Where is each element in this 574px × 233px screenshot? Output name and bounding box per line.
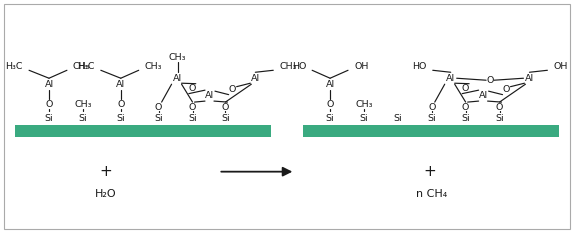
- Text: CH₃: CH₃: [355, 99, 373, 109]
- Text: H₂O: H₂O: [95, 188, 117, 199]
- Text: Al: Al: [251, 74, 260, 83]
- Text: O: O: [117, 99, 125, 109]
- Text: O: O: [461, 84, 469, 93]
- Text: Si: Si: [461, 114, 470, 123]
- Text: CH₃: CH₃: [73, 62, 91, 71]
- Text: Si: Si: [428, 114, 436, 123]
- Text: Si: Si: [188, 114, 197, 123]
- Text: Al: Al: [325, 80, 335, 89]
- Text: Si: Si: [221, 114, 230, 123]
- Text: O: O: [45, 99, 53, 109]
- Text: Al: Al: [173, 74, 182, 83]
- Text: Si: Si: [495, 114, 504, 123]
- Text: +: +: [424, 164, 436, 179]
- Text: O: O: [503, 85, 510, 94]
- Text: +: +: [99, 164, 112, 179]
- Text: O: O: [462, 103, 470, 112]
- Text: Si: Si: [394, 114, 402, 123]
- Text: Si: Si: [79, 114, 87, 123]
- Bar: [15, 125, 272, 137]
- Text: Si: Si: [154, 114, 163, 123]
- Text: O: O: [486, 76, 494, 85]
- Text: O: O: [155, 103, 162, 112]
- Text: H₃C: H₃C: [6, 62, 23, 71]
- Text: Si: Si: [326, 114, 335, 123]
- Text: O: O: [222, 103, 229, 112]
- Text: n CH₄: n CH₄: [416, 188, 447, 199]
- Text: O: O: [428, 103, 436, 112]
- Text: O: O: [189, 103, 196, 112]
- Text: Al: Al: [525, 74, 534, 83]
- Text: O: O: [229, 85, 236, 94]
- Text: CH₃: CH₃: [74, 99, 92, 109]
- Bar: [303, 125, 559, 137]
- Text: O: O: [327, 99, 333, 109]
- Text: O: O: [496, 103, 503, 112]
- Text: Al: Al: [205, 91, 215, 100]
- Text: Si: Si: [45, 114, 53, 123]
- Text: CH₃: CH₃: [145, 62, 162, 71]
- Text: Si: Si: [117, 114, 125, 123]
- Text: Al: Al: [116, 80, 125, 89]
- Text: HO: HO: [412, 62, 427, 71]
- Text: CH₃: CH₃: [169, 53, 187, 62]
- Text: Al: Al: [479, 91, 488, 100]
- Text: Al: Al: [44, 80, 53, 89]
- Text: O: O: [188, 84, 196, 93]
- Text: HO: HO: [292, 62, 306, 71]
- Text: CH₃: CH₃: [279, 62, 297, 71]
- Text: Si: Si: [360, 114, 369, 123]
- Text: OH: OH: [553, 62, 568, 71]
- Text: Al: Al: [446, 74, 455, 83]
- Text: H₃C: H₃C: [77, 62, 95, 71]
- Text: OH: OH: [354, 62, 369, 71]
